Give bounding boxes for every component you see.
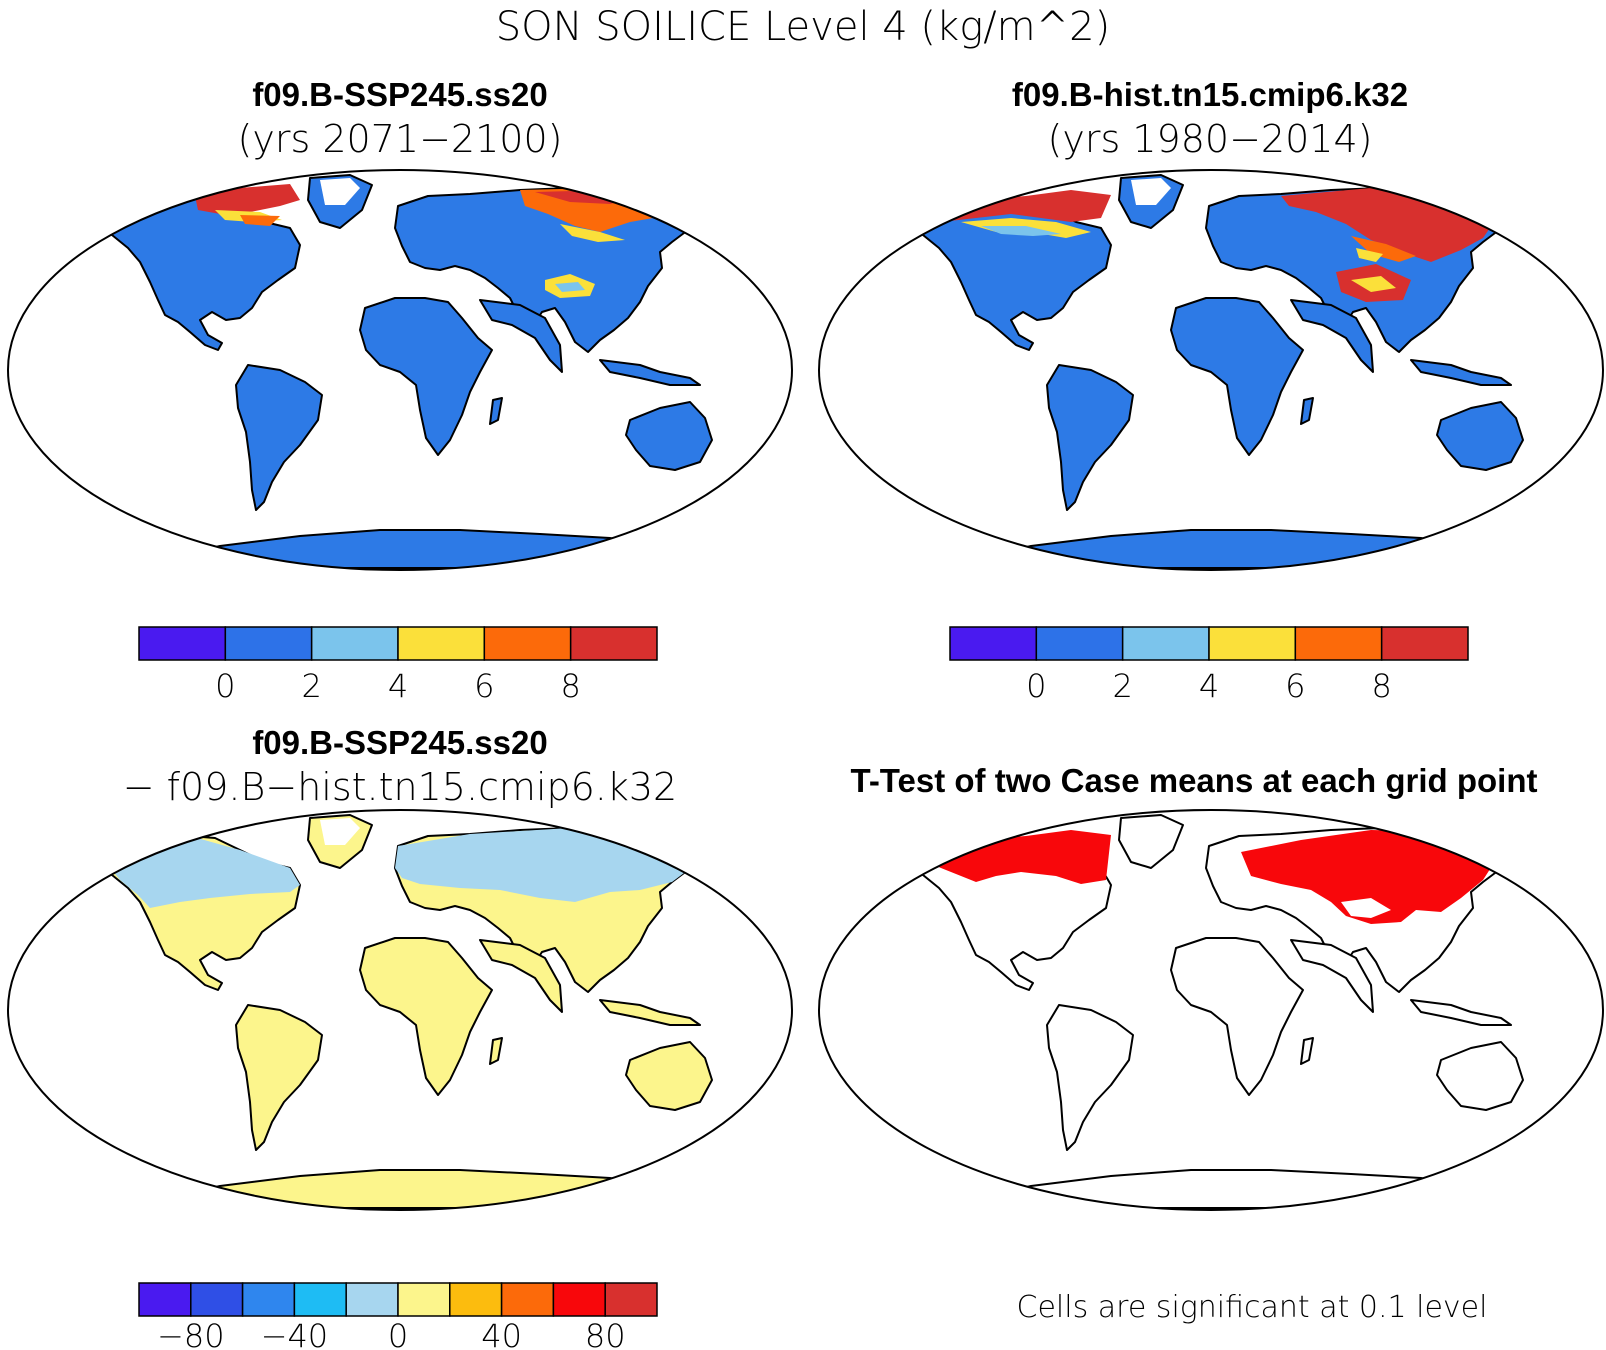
colorbar-tick-label: 2 [1112, 667, 1132, 705]
colorbar-tick-label: 2 [301, 667, 321, 705]
colorbar-tick-label: 6 [474, 667, 494, 705]
panel-4-map [819, 810, 1603, 1210]
figure-title: SON SOILICE Level 4 (kg/m^2) [496, 4, 1110, 50]
panel-2-region-arctic-canada [921, 190, 1111, 222]
colorbar-swatch [449, 1282, 503, 1317]
panel-1-map-frame [7, 169, 793, 571]
panel-4-map-frame [818, 809, 1604, 1211]
colorbar-swatch [190, 1282, 244, 1317]
panel-1-title: f09.B-SSP245.ss20 [252, 76, 547, 113]
colorbar-swatch [949, 626, 1038, 661]
panel-4: T-Test of two Case means at each grid po… [818, 762, 1604, 1325]
colorbar-tick-label: −80 [157, 1317, 225, 1350]
panel-3: f09.B-SSP245.ss20 − f09.B−hist.tn15.cmip… [7, 724, 793, 1350]
colorbar-swatch [224, 626, 313, 661]
colorbar-swatch [310, 626, 399, 661]
colorbar-tick-label: 40 [481, 1317, 522, 1350]
colorbar-swatch [1380, 626, 1469, 661]
colorbar-tick-label: 80 [585, 1317, 626, 1350]
panel-3-map [8, 810, 792, 1210]
colorbar-swatch [604, 1282, 658, 1317]
colorbar-swatch [138, 626, 227, 661]
colorbar-tick-label: 8 [560, 667, 580, 705]
panel-3-map-frame [7, 809, 793, 1211]
panel-2-map [819, 170, 1603, 570]
colorbar-tick-label: 0 [1026, 667, 1046, 705]
panel-4-significant-eurasia [1241, 830, 1501, 924]
colorbar-swatch [397, 1282, 451, 1317]
panel-1-subtitle: (yrs 2071−2100) [238, 117, 563, 161]
colorbar-tick-label: 4 [388, 667, 408, 705]
colorbar-swatch [1208, 626, 1297, 661]
colorbar-swatch [500, 1282, 555, 1317]
colorbar-tick-label: −40 [261, 1317, 329, 1350]
colorbar-tick-label: 8 [1371, 667, 1391, 705]
colorbar-swatch [397, 626, 486, 661]
colorbar-swatch [293, 1282, 347, 1317]
panel-4-note: Cells are significant at 0.1 level [1017, 1290, 1488, 1325]
colorbar-swatch [1121, 626, 1210, 661]
colorbar-tick-label: 6 [1285, 667, 1305, 705]
panel-2: f09.B-hist.tn15.cmip6.k32 (yrs 1980−2014… [818, 76, 1604, 705]
colorbar-swatch [1294, 626, 1383, 661]
colorbar-swatch [483, 626, 572, 661]
colorbar-swatch [345, 1282, 399, 1317]
panel-1: f09.B-SSP245.ss20 (yrs 2071−2100) 0 2 4 6 8 [7, 76, 793, 705]
colorbar-swatch [552, 1282, 606, 1317]
colorbar-swatch [138, 1282, 192, 1317]
colorbar-tick-label: 0 [215, 667, 235, 705]
panel-2-colorbar: 0 2 4 6 8 [949, 626, 1469, 705]
colorbar-swatch [1035, 626, 1124, 661]
colorbar-swatch [569, 626, 658, 661]
panel-2-subtitle: (yrs 1980−2014) [1048, 117, 1373, 161]
panel-2-map-frame [818, 169, 1604, 571]
panel-2-title: f09.B-hist.tn15.cmip6.k32 [1012, 76, 1408, 113]
colorbar-tick-label: 0 [388, 1317, 408, 1350]
panel-3-subtitle: − f09.B−hist.tn15.cmip6.k32 [123, 765, 678, 809]
panel-3-colorbar: −80 −40 0 40 80 [138, 1282, 658, 1350]
panel-1-colorbar: 0 2 4 6 8 [138, 626, 658, 705]
colorbar-swatch [241, 1282, 296, 1317]
panel-1-map [8, 170, 792, 570]
panel-3-title: f09.B-SSP245.ss20 [252, 724, 547, 761]
panel-4-title: T-Test of two Case means at each grid po… [850, 762, 1537, 799]
colorbar-tick-label: 4 [1199, 667, 1219, 705]
